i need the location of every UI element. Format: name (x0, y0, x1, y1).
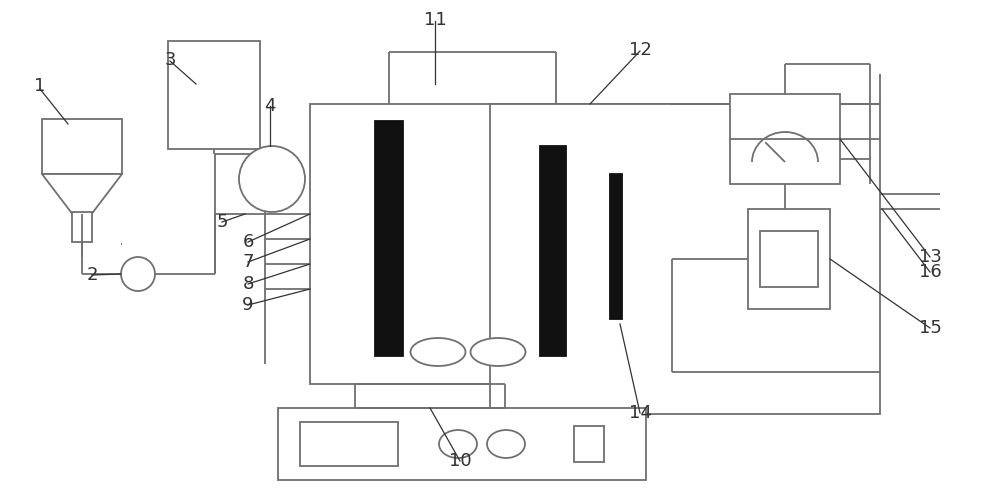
Text: 11: 11 (424, 11, 446, 29)
Text: 10: 10 (449, 452, 471, 470)
Circle shape (239, 146, 305, 212)
Bar (610, 174, 622, 319)
Bar (42, 119, 122, 174)
Bar (505, 124, 660, 364)
Text: 8: 8 (242, 275, 254, 293)
Bar (748, 209, 830, 309)
Text: 15: 15 (919, 319, 941, 337)
Bar (540, 146, 566, 356)
Text: 6: 6 (242, 233, 254, 251)
Polygon shape (42, 174, 122, 214)
Ellipse shape (439, 430, 477, 458)
Bar (574, 426, 604, 462)
Ellipse shape (411, 338, 466, 366)
Bar (490, 104, 880, 414)
Text: 5: 5 (216, 213, 228, 231)
Ellipse shape (487, 430, 525, 458)
Text: 1: 1 (34, 77, 46, 95)
Text: 16: 16 (919, 263, 941, 281)
Text: 14: 14 (629, 404, 651, 422)
Bar (72, 212, 92, 242)
Bar (730, 94, 840, 184)
Text: 7: 7 (242, 253, 254, 271)
Bar (168, 41, 260, 149)
Text: 2: 2 (86, 266, 98, 284)
Text: 4: 4 (264, 97, 276, 115)
Text: 3: 3 (164, 51, 176, 70)
Bar (310, 104, 670, 384)
Circle shape (121, 257, 155, 291)
Text: 9: 9 (242, 296, 254, 314)
Text: 12: 12 (629, 41, 651, 59)
Bar (375, 121, 403, 356)
Ellipse shape (471, 338, 526, 366)
Bar (760, 231, 818, 287)
Text: 13: 13 (919, 248, 941, 266)
Bar (300, 422, 398, 466)
Bar (278, 408, 646, 480)
